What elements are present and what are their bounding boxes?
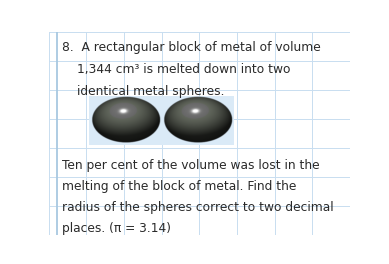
Text: places. (π = 3.14): places. (π = 3.14) xyxy=(62,222,171,235)
Text: melting of the block of metal. Find the: melting of the block of metal. Find the xyxy=(62,180,296,193)
Text: Ten per cent of the volume was lost in the: Ten per cent of the volume was lost in t… xyxy=(62,159,320,172)
Text: 1,344 cm³ is melted down into two: 1,344 cm³ is melted down into two xyxy=(77,63,291,76)
Text: 8.  A rectangular block of metal of volume: 8. A rectangular block of metal of volum… xyxy=(62,41,321,54)
FancyBboxPatch shape xyxy=(89,96,162,144)
FancyBboxPatch shape xyxy=(162,96,234,144)
Text: identical metal spheres.: identical metal spheres. xyxy=(77,84,225,97)
Text: radius of the spheres correct to two decimal: radius of the spheres correct to two dec… xyxy=(62,201,334,214)
